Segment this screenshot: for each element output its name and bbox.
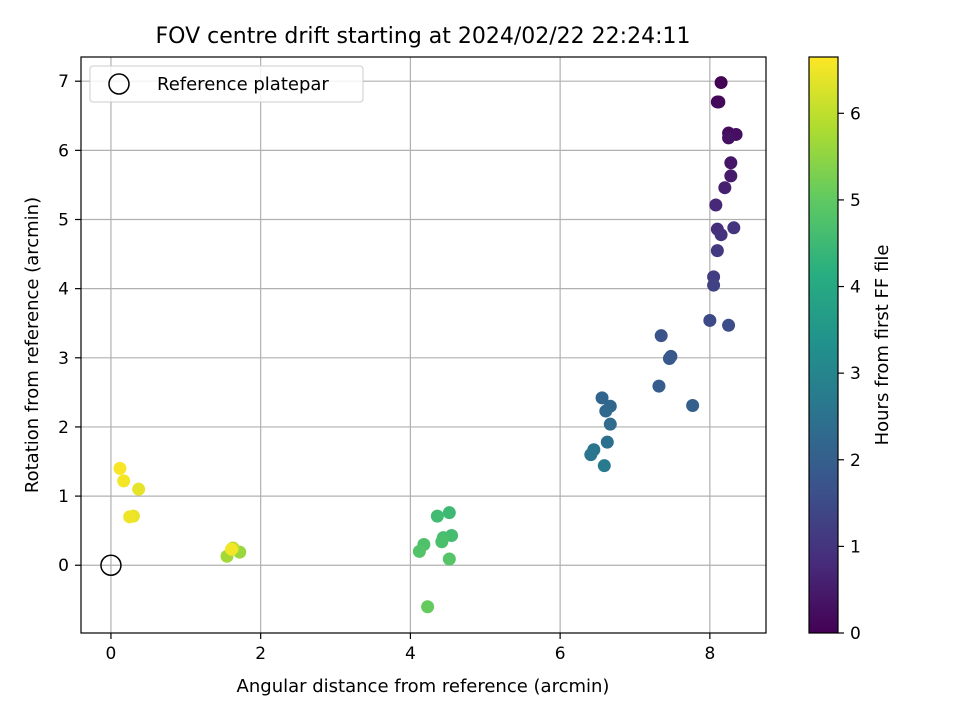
data-point (603, 417, 617, 431)
colorbar-tick-label: 2 (850, 451, 861, 471)
data-point (712, 95, 726, 109)
y-tick-label: 1 (58, 487, 69, 507)
colorbar-tick-label: 3 (850, 364, 861, 384)
colorbar-tick-label: 4 (850, 278, 861, 298)
x-tick-label: 2 (255, 644, 266, 664)
colorbar-gradient (808, 56, 839, 634)
y-axis-ticks: 0 1 2 3 4 5 6 7 (58, 72, 81, 576)
data-point (113, 461, 127, 475)
y-tick-label: 5 (58, 210, 69, 230)
colorbar: 0 1 2 3 4 5 6 Hours from first FF file (808, 56, 893, 644)
colorbar-tick-label: 6 (850, 104, 861, 124)
data-points (113, 76, 743, 614)
data-point (703, 313, 717, 327)
y-tick-label: 7 (58, 72, 69, 92)
data-point (132, 482, 146, 496)
data-point (718, 181, 732, 195)
data-point (600, 435, 614, 449)
x-tick-label: 8 (704, 644, 715, 664)
colorbar-label: Hours from first FF file (872, 245, 893, 446)
legend-marker-icon (108, 73, 130, 95)
data-point (123, 510, 137, 524)
colorbar-tick-label: 1 (850, 537, 861, 557)
data-point (714, 76, 728, 90)
x-tick-label: 4 (405, 644, 416, 664)
data-point (597, 459, 611, 473)
x-tick-label: 0 (106, 644, 117, 664)
data-point (707, 278, 721, 292)
y-tick-label: 2 (58, 418, 69, 438)
data-point (117, 474, 131, 488)
y-tick-label: 3 (58, 349, 69, 369)
data-point (421, 600, 435, 614)
data-point (224, 542, 238, 556)
reference-marker (100, 554, 122, 576)
y-tick-label: 6 (58, 141, 69, 161)
data-point (654, 329, 668, 343)
y-tick-label: 0 (58, 556, 69, 576)
data-point (727, 221, 741, 235)
data-point (722, 131, 736, 145)
chart-title: FOV centre drift starting at 2024/02/22 … (156, 24, 691, 49)
colorbar-tick-label: 0 (850, 624, 861, 644)
data-point (599, 404, 613, 418)
y-axis-label: Rotation from reference (arcmin) (22, 197, 43, 493)
data-point (652, 379, 666, 393)
reference-platepar-point (100, 554, 122, 576)
data-point (442, 506, 456, 520)
data-point (686, 399, 700, 413)
data-point (430, 509, 444, 523)
data-point (710, 244, 724, 258)
grid-lines (81, 57, 766, 633)
data-point (412, 544, 426, 558)
plot-frame (80, 56, 767, 634)
legend-box (89, 65, 364, 103)
colorbar-tick-label: 5 (850, 191, 861, 211)
data-point (714, 228, 728, 242)
data-point (584, 448, 598, 462)
data-point (595, 391, 609, 405)
x-tick-label: 6 (555, 644, 566, 664)
data-point (442, 552, 456, 566)
colorbar-ticks: 0 1 2 3 4 5 6 (838, 104, 861, 644)
x-axis-ticks: 0 2 4 6 8 (106, 633, 715, 664)
data-point (435, 535, 449, 549)
x-axis-label: Angular distance from reference (arcmin) (237, 676, 610, 697)
data-point (662, 351, 676, 365)
legend: Reference platepar (89, 65, 364, 103)
data-point (724, 156, 738, 170)
y-tick-label: 4 (58, 280, 69, 300)
data-point (709, 198, 723, 212)
data-point (724, 169, 738, 183)
legend-entry-label: Reference platepar (157, 74, 329, 95)
data-point (722, 318, 736, 332)
